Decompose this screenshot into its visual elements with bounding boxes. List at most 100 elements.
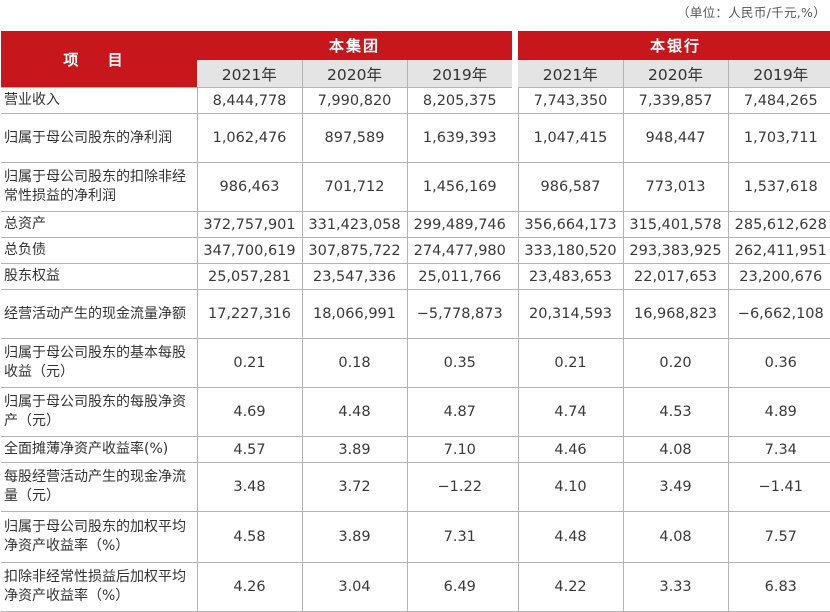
column-separator <box>512 162 519 212</box>
bank-value-cell: 773,013 <box>622 162 729 212</box>
bank-value-cell: 4.48 <box>517 511 624 563</box>
group-value-cell: −1.22 <box>406 462 513 512</box>
column-separator <box>512 387 519 437</box>
bank-value-cell: 4.08 <box>622 436 729 463</box>
bank-value-cell: −1.41 <box>727 462 830 512</box>
bank-value-cell: 4.46 <box>517 436 624 463</box>
group-value-cell: 7.31 <box>406 511 513 563</box>
year-header: 2019年 <box>406 60 513 88</box>
column-separator <box>512 31 519 88</box>
group-value-cell: 25,057,281 <box>196 263 302 290</box>
group-value-cell: 3.04 <box>301 562 407 612</box>
group-value-cell: 701,712 <box>301 162 407 212</box>
row-label: 经营活动产生的现金流量净额 <box>1 289 197 339</box>
row-label: 总资产 <box>1 211 197 238</box>
bank-value-cell: 3.49 <box>622 462 729 512</box>
group-value-cell: 25,011,766 <box>406 263 513 290</box>
bank-value-cell: 315,401,578 <box>622 211 729 238</box>
bank-value-cell: 1,537,618 <box>727 162 830 212</box>
table-row: 全面摊薄净资产收益率(%) 4.57 3.89 7.10 4.46 4.08 7.34 <box>1 436 830 463</box>
bank-value-cell: −6,662,108 <box>727 289 830 339</box>
bank-value-cell: 4.08 <box>622 511 729 563</box>
row-label: 全面摊薄净资产收益率(%) <box>1 436 197 463</box>
group-value-cell: 4.48 <box>301 387 407 437</box>
group-value-cell: 4.58 <box>196 511 302 563</box>
bank-value-cell: 7.57 <box>727 511 830 563</box>
bank-value-cell: 7.34 <box>727 436 830 463</box>
row-label: 扣除非经常性损益后加权平均净资产收益率（%） <box>1 562 197 612</box>
group-header: 本集团 <box>197 31 513 60</box>
bank-value-cell: 333,180,520 <box>517 237 624 264</box>
bank-value-cell: 23,483,653 <box>517 263 624 290</box>
bank-value-cell: 285,612,628 <box>727 211 830 238</box>
bank-value-cell: 4.74 <box>517 387 624 437</box>
financial-summary-table: 项 目 本集团 本银行 2021年 2020年 2019年 2021年 2020… <box>1 31 830 612</box>
bank-value-cell: 23,200,676 <box>727 263 830 290</box>
column-separator <box>512 289 519 339</box>
group-value-cell: 1,062,476 <box>196 113 302 163</box>
bank-value-cell: 0.36 <box>727 338 830 388</box>
table-row: 归属于母公司股东的加权平均净资产收益率（%） 4.58 3.89 7.31 4.48 4.… <box>1 511 830 563</box>
column-separator <box>512 436 519 463</box>
table-row: 归属于母公司股东的每股净资产（元） 4.69 4.48 4.87 4.74 4.53 4.8… <box>1 387 830 437</box>
group-value-cell: 4.57 <box>196 436 302 463</box>
table-row: 扣除非经常性损益后加权平均净资产收益率（%） 4.26 3.04 6.49 4.22 3.… <box>1 562 830 612</box>
group-value-cell: 331,423,058 <box>301 211 407 238</box>
column-separator <box>512 462 519 512</box>
table-row: 总资产 372,757,901 331,423,058 299,489,746 356,… <box>1 211 830 238</box>
group-value-cell: 0.18 <box>301 338 407 388</box>
column-separator <box>512 338 519 388</box>
group-value-cell: 17,227,316 <box>196 289 302 339</box>
year-header: 2020年 <box>301 60 407 88</box>
group-value-cell: 7,990,820 <box>301 87 407 114</box>
bank-value-cell: 4.89 <box>727 387 830 437</box>
bank-value-cell: 4.53 <box>622 387 729 437</box>
column-separator <box>512 511 519 563</box>
group-value-cell: 0.21 <box>196 338 302 388</box>
bank-value-cell: 16,968,823 <box>622 289 729 339</box>
group-value-cell: 3.48 <box>196 462 302 512</box>
bank-value-cell: 293,383,925 <box>622 237 729 264</box>
bank-value-cell: 7,339,857 <box>622 87 729 114</box>
table-row: 归属于母公司股东的基本每股收益（元） 0.21 0.18 0.35 0.21 0.20 0.… <box>1 338 830 388</box>
item-header: 项 目 <box>1 31 197 88</box>
year-header: 2021年 <box>197 60 302 88</box>
column-separator <box>512 263 519 290</box>
table-row: 每股经营活动产生的现金净流量（元） 3.48 3.72 −1.22 4.10 3.49 −1… <box>1 462 830 512</box>
bank-value-cell: 4.22 <box>517 562 624 612</box>
row-label: 归属于母公司股东的扣除非经常性损益的净利润 <box>1 162 197 212</box>
group-value-cell: 347,700,619 <box>196 237 302 264</box>
bank-value-cell: 7,743,350 <box>517 87 624 114</box>
table-row: 营业收入 8,444,778 7,990,820 8,205,375 7,743,350… <box>1 87 830 114</box>
group-value-cell: 274,477,980 <box>406 237 513 264</box>
group-value-cell: 23,547,336 <box>301 263 407 290</box>
year-header: 2020年 <box>622 60 729 88</box>
bank-value-cell: 1,703,711 <box>727 113 830 163</box>
group-value-cell: 986,463 <box>196 162 302 212</box>
group-value-cell: 299,489,746 <box>406 211 513 238</box>
group-value-cell: 4.26 <box>196 562 302 612</box>
group-value-cell: 307,875,722 <box>301 237 407 264</box>
column-separator <box>512 87 519 114</box>
group-value-cell: 372,757,901 <box>196 211 302 238</box>
bank-value-cell: 262,411,951 <box>727 237 830 264</box>
year-header: 2019年 <box>727 60 830 88</box>
row-label: 归属于母公司股东的加权平均净资产收益率（%） <box>1 511 197 563</box>
group-value-cell: −5,778,873 <box>406 289 513 339</box>
table-row: 归属于母公司股东的扣除非经常性损益的净利润 986,463 701,712 1,456… <box>1 162 830 212</box>
bank-value-cell: 986,587 <box>517 162 624 212</box>
row-label: 归属于母公司股东的净利润 <box>1 113 197 163</box>
bank-value-cell: 1,047,415 <box>517 113 624 163</box>
row-label: 营业收入 <box>1 87 197 114</box>
group-value-cell: 6.49 <box>406 562 513 612</box>
group-value-cell: 0.35 <box>406 338 513 388</box>
bank-value-cell: 22,017,653 <box>622 263 729 290</box>
row-label: 归属于母公司股东的基本每股收益（元） <box>1 338 197 388</box>
bank-value-cell: 0.20 <box>622 338 729 388</box>
bank-value-cell: 948,447 <box>622 113 729 163</box>
table-row: 经营活动产生的现金流量净额 17,227,316 18,066,991 −5,778,… <box>1 289 830 339</box>
group-value-cell: 8,205,375 <box>406 87 513 114</box>
group-value-cell: 7.10 <box>406 436 513 463</box>
table-row: 归属于母公司股东的净利润 1,062,476 897,589 1,639,393 1,0… <box>1 113 830 163</box>
unit-note: （单位：人民币/千元,%） <box>677 5 826 20</box>
